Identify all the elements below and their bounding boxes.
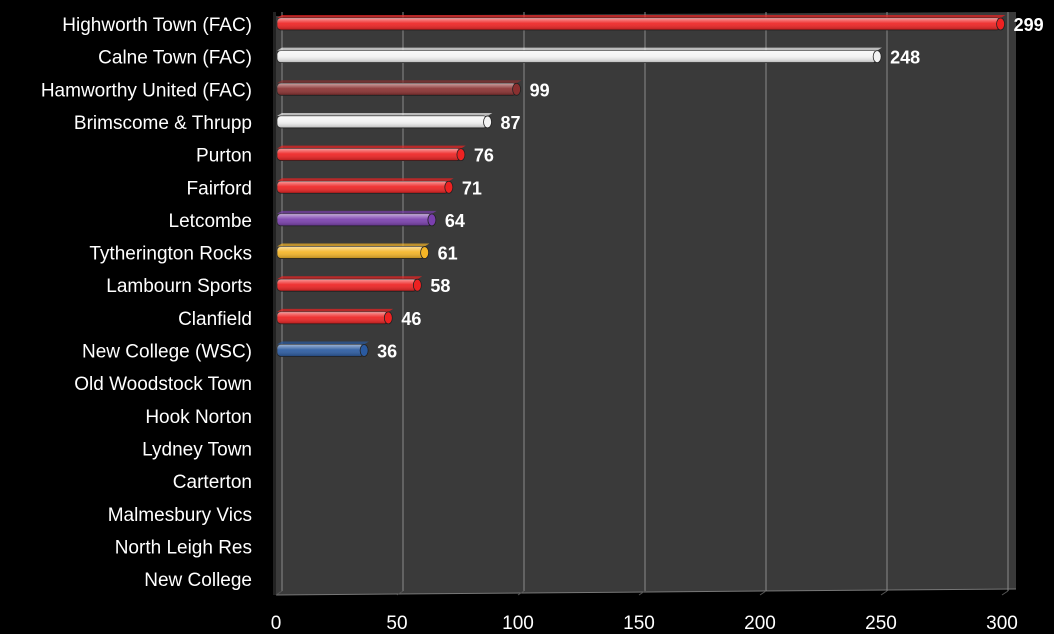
bar (276, 178, 454, 194)
category-label: Tytherington Rocks (89, 244, 252, 265)
bar-top-face (277, 210, 437, 214)
category-label: Clanfield (178, 309, 252, 330)
x-tick-label: 200 (744, 613, 776, 634)
gridline-floor (638, 590, 646, 596)
plot-background (276, 12, 1016, 595)
bar-end-cap (512, 82, 521, 96)
bars (276, 15, 1006, 357)
data-label: 299 (1014, 15, 1044, 35)
category-label: Carterton (173, 472, 252, 493)
data-label: 36 (377, 342, 397, 362)
bar-top-face (277, 15, 1006, 18)
bar-gloss (277, 181, 449, 194)
bar-gloss (277, 83, 517, 96)
data-label: 99 (530, 80, 550, 100)
data-label: 76 (474, 146, 494, 166)
bar-end-cap (872, 50, 882, 64)
bar (276, 15, 1006, 31)
category-label: Lambourn Sports (106, 276, 252, 297)
bar (276, 112, 493, 129)
x-tick-label: 150 (623, 613, 655, 634)
category-label: Hook Norton (145, 407, 252, 428)
bar-gloss (277, 115, 488, 128)
bar (276, 243, 430, 259)
bar-top-face (277, 276, 423, 280)
x-tick-label: 50 (386, 613, 407, 634)
category-label: Old Woodstock Town (74, 374, 252, 395)
gridline-floor (396, 590, 404, 596)
category-label: Purton (196, 146, 252, 167)
bar (276, 210, 437, 227)
x-axis-ticks: 0 50 100 150 200 250 300 (271, 613, 1018, 634)
gridline-floor (880, 590, 888, 596)
x-tick-label: 100 (502, 613, 534, 634)
category-label: New College (WSC) (82, 342, 252, 363)
bar-gloss (277, 18, 1001, 30)
gridline-floor (275, 590, 283, 596)
bar-end-cap (427, 213, 437, 227)
gridline-floor (759, 590, 767, 596)
bar (276, 47, 882, 64)
data-label: 87 (501, 113, 521, 133)
plot-left-edge (273, 12, 276, 595)
bar-gloss (277, 50, 878, 63)
category-label: Letcombe (169, 211, 252, 232)
bar-end-cap (420, 246, 430, 259)
data-label: 58 (430, 276, 450, 296)
x-tick-label: 250 (865, 613, 897, 634)
bar-top-face (277, 243, 430, 247)
x-tick-label: 300 (986, 613, 1018, 634)
x-tick-label: 0 (271, 613, 282, 634)
bar-end-cap (359, 344, 369, 357)
category-label: New College (144, 570, 252, 591)
bar (276, 145, 466, 162)
category-label: North Leigh Res (115, 537, 252, 558)
bar-gloss (277, 148, 461, 161)
bar-top-face (277, 80, 522, 84)
bar-gloss (277, 344, 365, 357)
bar-top-face (277, 178, 454, 182)
category-label: Lydney Town (142, 439, 252, 460)
data-label: 64 (445, 211, 465, 231)
bar-top-face (277, 341, 369, 345)
bar-end-cap (456, 148, 466, 162)
bar-top-face (277, 47, 882, 51)
bar-end-cap (383, 311, 393, 325)
bar-end-cap (412, 278, 422, 292)
gridline-floor (1001, 590, 1009, 596)
bar-gloss (277, 311, 389, 324)
category-label: Brimscome & Thrupp (74, 113, 252, 134)
bar-gloss (277, 246, 425, 259)
data-label: 46 (401, 309, 421, 329)
category-label: Highworth Town (FAC) (62, 15, 252, 36)
bar-end-cap (483, 115, 492, 129)
bar-top-face (277, 308, 394, 312)
bar (276, 308, 394, 325)
bar-end-cap (996, 17, 1005, 31)
bar-end-cap (444, 180, 454, 194)
bar-top-face (277, 145, 466, 149)
bar-gloss (277, 213, 432, 226)
data-label: 71 (462, 178, 482, 198)
category-label: Malmesbury Vics (108, 505, 252, 526)
data-label: 248 (890, 48, 920, 68)
gridline-floor (517, 590, 525, 596)
bar (276, 341, 369, 357)
bar-gloss (277, 279, 418, 292)
gridlines (275, 12, 1009, 596)
bar (276, 80, 522, 96)
category-label: Calne Town (FAC) (98, 48, 252, 69)
bar-top-face (277, 112, 493, 116)
category-labels: Highworth Town (FAC) Calne Town (FAC) Hamw… (41, 15, 252, 591)
data-label: 61 (438, 244, 458, 264)
bar (276, 276, 423, 292)
category-label: Hamworthy United (FAC) (41, 80, 252, 101)
category-label: Fairford (187, 178, 252, 199)
